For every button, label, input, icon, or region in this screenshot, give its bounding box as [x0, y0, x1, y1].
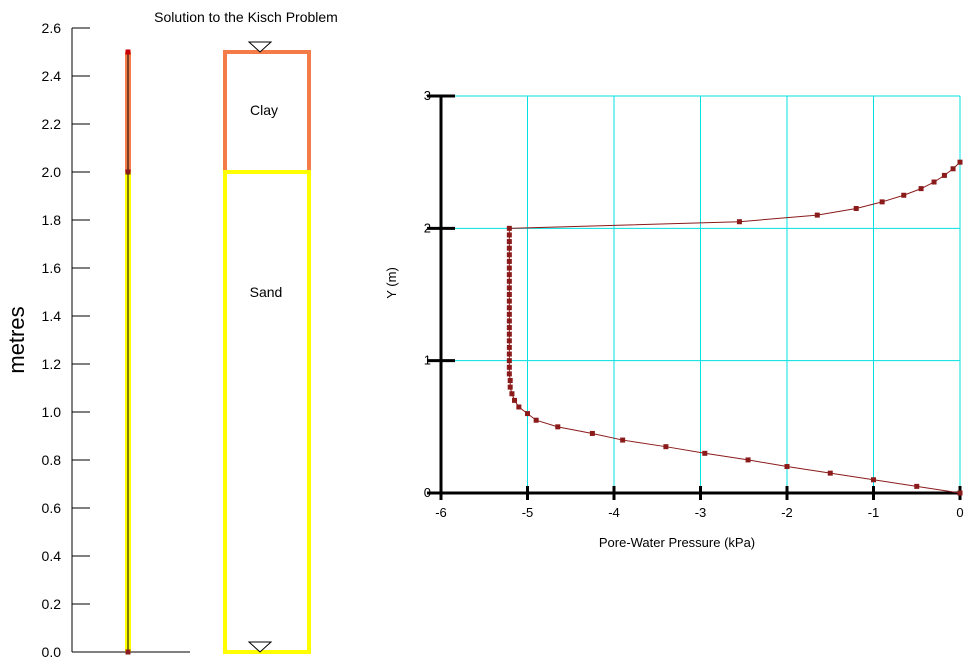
chart-tick-group: -6 -5 -4 -3 -2 -1 0 0 1 2 3 [424, 88, 964, 520]
water-table-marker-group [247, 41, 273, 653]
x-tick-label: -4 [608, 505, 620, 520]
data-point [506, 272, 512, 278]
data-point [901, 192, 907, 198]
data-point [736, 219, 742, 225]
data-point [663, 444, 669, 450]
data-point [555, 424, 561, 430]
left-tick-label: 2.4 [42, 68, 62, 84]
data-point [620, 437, 626, 443]
data-point [506, 311, 512, 317]
data-point [506, 285, 512, 291]
data-point [506, 232, 512, 238]
data-point [507, 378, 513, 384]
data-point [506, 344, 512, 350]
data-point [506, 318, 512, 324]
x-tick-label: 0 [956, 505, 963, 520]
data-point [506, 358, 512, 364]
data-point [506, 305, 512, 311]
x-tick-label: -3 [695, 505, 707, 520]
data-point [507, 384, 513, 390]
x-tick-label: -5 [522, 505, 534, 520]
left-tick-label: 2.2 [42, 116, 62, 132]
chart-y-axis-label: Y (m) [384, 267, 399, 299]
data-point [506, 325, 512, 331]
y-tick-label: 2 [424, 220, 431, 235]
clay-layer-label: Clay [250, 102, 278, 118]
left-tick-label: 1.2 [42, 356, 62, 372]
left-tick-label: 0.0 [42, 644, 62, 660]
data-point [827, 470, 833, 476]
data-point [506, 331, 512, 337]
data-point [871, 477, 876, 483]
metres-axis-label: metres [4, 306, 29, 373]
left-tick-label: 2.6 [42, 20, 62, 36]
data-point [506, 278, 512, 284]
data-point [512, 397, 518, 403]
pore-pressure-points [506, 159, 963, 496]
data-point [957, 490, 963, 496]
data-point [950, 166, 956, 172]
y-tick-label: 1 [424, 353, 431, 368]
soil-profile-panel: metres 0.0 0.2 0.4 0.6 0.8 1.0 1.2 1.4 1.6 1.8 2.0… [4, 20, 311, 660]
left-tick-label: 1.0 [42, 404, 62, 420]
water-table-marker [247, 641, 273, 653]
data-point [879, 199, 885, 205]
chart-x-axis-label: Pore-Water Pressure (kPa) [599, 535, 755, 550]
data-point [506, 364, 512, 370]
data-point [506, 298, 512, 304]
data-point [914, 483, 920, 489]
data-point [918, 186, 924, 192]
data-point [745, 457, 751, 463]
data-point [931, 179, 937, 185]
data-point [506, 239, 512, 245]
water-table-marker [247, 41, 273, 53]
figure-title: Solution to the Kisch Problem [154, 9, 338, 25]
column-node [125, 49, 131, 55]
left-tick-label: 1.4 [42, 308, 62, 324]
x-tick-label: -6 [435, 505, 447, 520]
data-point [941, 172, 947, 178]
left-tick-label: 0.2 [42, 596, 62, 612]
pore-pressure-series-line [508, 161, 961, 494]
data-point [516, 404, 522, 410]
left-tick-label: 1.6 [42, 260, 62, 276]
data-point [814, 212, 820, 218]
y-tick-label: 0 [424, 485, 431, 500]
data-point [702, 450, 708, 456]
data-point [957, 159, 963, 165]
data-point [506, 265, 512, 271]
data-point [509, 391, 515, 397]
data-point [506, 292, 512, 297]
left-tick-label: 2.0 [42, 164, 62, 180]
left-tick-label: 1.8 [42, 212, 62, 228]
x-tick-label: -2 [781, 505, 793, 520]
data-point [506, 258, 512, 264]
column-node-group [125, 49, 131, 655]
sand-layer [223, 170, 311, 654]
y-tick-label: 3 [424, 88, 431, 103]
x-tick-label: -1 [868, 505, 880, 520]
data-point [853, 205, 859, 211]
data-point [506, 371, 512, 377]
data-point [533, 417, 539, 423]
column-node [125, 649, 131, 655]
pressure-chart: -6 -5 -4 -3 -2 -1 0 0 1 2 3 Pore-Water Pressure (k… [384, 88, 964, 550]
left-tick-group: 0.0 0.2 0.4 0.6 0.8 1.0 1.2 1.4 1.6 1.8 2.0 2.2 2.4 2… [42, 20, 90, 660]
data-point [506, 252, 512, 258]
left-tick-label: 0.8 [42, 452, 62, 468]
data-point [506, 245, 512, 251]
data-point [506, 225, 512, 231]
data-point [506, 351, 512, 357]
left-tick-label: 0.4 [42, 548, 62, 564]
data-point [506, 338, 512, 344]
left-tick-label: 0.6 [42, 500, 62, 516]
column-node [125, 169, 131, 175]
data-point [784, 464, 790, 470]
sand-layer-label: Sand [250, 284, 283, 300]
data-point [525, 411, 530, 417]
data-point [589, 430, 595, 436]
chart-grid [441, 95, 961, 493]
